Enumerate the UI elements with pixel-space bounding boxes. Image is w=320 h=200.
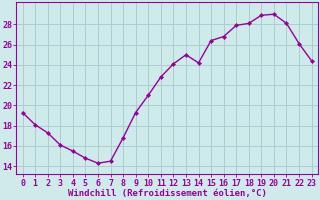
X-axis label: Windchill (Refroidissement éolien,°C): Windchill (Refroidissement éolien,°C) [68,189,267,198]
